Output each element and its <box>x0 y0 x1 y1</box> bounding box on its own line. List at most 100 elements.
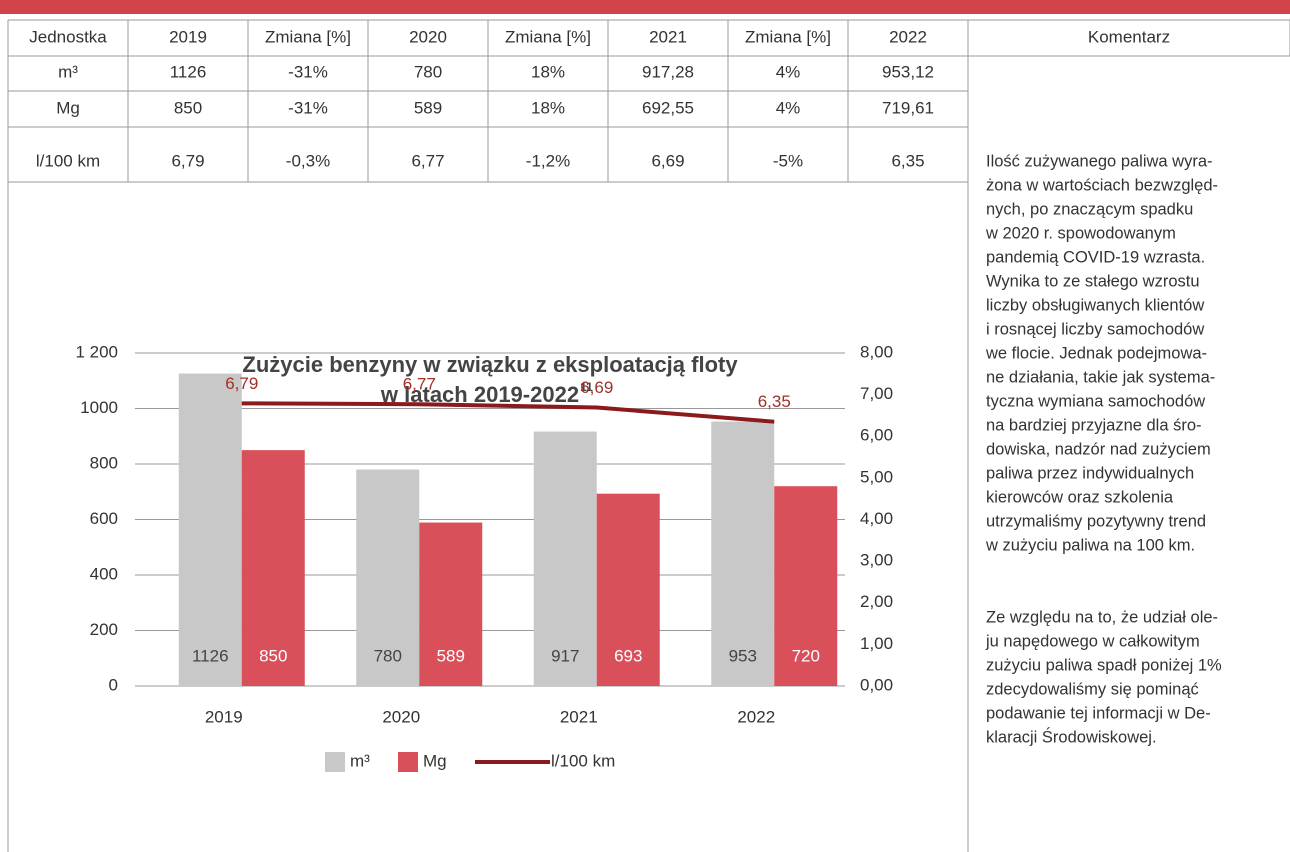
y2-tick-label: 7,00 <box>860 384 893 403</box>
comment-line: ju napędowego w całkowitym <box>985 632 1200 650</box>
x-tick-label: 2019 <box>205 707 243 726</box>
line-label: 6,77 <box>403 375 436 394</box>
line-label: 6,69 <box>580 378 613 397</box>
table-cell: m³ <box>58 62 78 81</box>
y2-tick-label: 2,00 <box>860 592 893 611</box>
y-tick-label: 800 <box>90 453 118 472</box>
comment-line: i rosnącej liczby samochodów <box>986 320 1204 338</box>
table-cell: 953,12 <box>882 62 934 81</box>
line-label: 6,35 <box>758 392 791 411</box>
table-cell: 6,79 <box>171 151 204 170</box>
bar-label: 953 <box>729 646 757 665</box>
legend-swatch <box>325 752 345 772</box>
table-header: Zmiana [%] <box>265 27 351 46</box>
table-cell: -5% <box>773 151 803 170</box>
comment-line: zużyciu paliwa spadł poniżej 1% <box>986 656 1222 674</box>
comment-line: pandemią COVID-19 wzrasta. <box>986 248 1205 266</box>
comment-line: w zużyciu paliwa na 100 km. <box>985 536 1195 554</box>
chart-title: Zużycie benzyny w związku z eksploatacją… <box>242 352 738 377</box>
bar-label: 1126 <box>192 646 229 665</box>
x-tick-label: 2021 <box>560 707 598 726</box>
table-cell: -31% <box>288 62 328 81</box>
table-cell: 6,35 <box>891 151 924 170</box>
table-header: 2022 <box>889 27 927 46</box>
comment-line: liczby obsługiwanych klientów <box>986 296 1204 314</box>
bar-label: 720 <box>792 646 820 665</box>
table-cell: 589 <box>414 98 442 117</box>
y-tick-label: 0 <box>109 675 118 694</box>
bar <box>533 431 597 686</box>
y-tick-label: 400 <box>90 564 118 583</box>
bar <box>178 373 242 686</box>
table-cell: 18% <box>531 98 565 117</box>
comment-line: nych, po znaczącym spadku <box>986 200 1193 218</box>
table-header: 2020 <box>409 27 447 46</box>
table-cell: 917,28 <box>642 62 694 81</box>
comment-line: Ilość zużywanego paliwa wyra- <box>986 152 1213 170</box>
table-cell: -31% <box>288 98 328 117</box>
table-cell: 6,77 <box>411 151 444 170</box>
comment-line: Ze względu na to, że udział ole- <box>986 608 1218 626</box>
table-cell: 6,69 <box>651 151 684 170</box>
y2-tick-label: 3,00 <box>860 551 893 570</box>
table-cell: -1,2% <box>526 151 570 170</box>
comment-line: we flocie. Jednak podejmowa- <box>985 344 1207 362</box>
bar-label: 693 <box>614 646 642 665</box>
line <box>241 401 775 424</box>
comment-line: klaracji Środowiskowej. <box>986 727 1157 746</box>
bar-label: 850 <box>259 646 287 665</box>
table-header: Komentarz <box>1088 27 1170 46</box>
y-tick-label: 1000 <box>80 398 118 417</box>
comment-line: utrzymaliśmy pozytywny trend <box>986 512 1206 530</box>
table-cell: 780 <box>414 62 442 81</box>
comment-line: tyczna wymiana samochodów <box>986 392 1205 410</box>
y-tick-label: 600 <box>90 509 118 528</box>
comment-line: podawanie tej informacji w De- <box>986 704 1211 722</box>
table-cell: 4% <box>776 98 801 117</box>
table-cell: Mg <box>56 98 80 117</box>
table-cell: 4% <box>776 62 801 81</box>
table-header: Zmiana [%] <box>745 27 831 46</box>
bar <box>419 522 483 686</box>
table-cell: 719,61 <box>882 98 934 117</box>
y2-tick-label: 5,00 <box>860 467 893 486</box>
legend-label: l/100 km <box>551 751 615 770</box>
y2-tick-label: 0,00 <box>860 675 893 694</box>
y2-tick-label: 6,00 <box>860 426 893 445</box>
bar <box>356 469 420 686</box>
table-cell: 1126 <box>170 62 207 81</box>
table-cell: 850 <box>174 98 202 117</box>
comment-line: na bardziej przyjazne dla śro- <box>986 416 1202 434</box>
y2-tick-label: 4,00 <box>860 509 893 528</box>
bar-label: 917 <box>551 646 579 665</box>
comment-line: dowiska, nadzór nad zużyciem <box>986 440 1211 458</box>
legend-label: Mg <box>423 751 447 770</box>
table-cell: -0,3% <box>286 151 330 170</box>
table-header: Zmiana [%] <box>505 27 591 46</box>
comment-line: Wynika to ze stałego wzrostu <box>986 272 1200 290</box>
comment-line: żona w wartościach bezwzględ- <box>986 176 1218 194</box>
table-cell: 18% <box>531 62 565 81</box>
table-header: Jednostka <box>29 27 107 46</box>
x-tick-label: 2020 <box>382 707 420 726</box>
line-label: 6,79 <box>225 374 258 393</box>
y2-tick-label: 1,00 <box>860 634 893 653</box>
y-tick-label: 1 200 <box>75 342 118 361</box>
y-tick-label: 200 <box>90 620 118 639</box>
bar <box>596 493 660 686</box>
title-footnote: 11 <box>580 380 593 394</box>
bar <box>774 486 838 686</box>
table-header: 2019 <box>169 27 207 46</box>
bar-label: 780 <box>374 646 402 665</box>
bar <box>241 450 305 686</box>
legend-label: m³ <box>350 751 370 770</box>
x-tick-label: 2022 <box>737 707 775 726</box>
comment-line: paliwa przez indywidualnych <box>986 464 1194 482</box>
y2-tick-label: 8,00 <box>860 342 893 361</box>
bar <box>711 421 775 686</box>
legend-swatch <box>398 752 418 772</box>
comment-line: zdecydowaliśmy się pominąć <box>986 680 1199 698</box>
table-header: 2021 <box>649 27 687 46</box>
comment-line: ne działania, takie jak systema- <box>986 368 1215 386</box>
